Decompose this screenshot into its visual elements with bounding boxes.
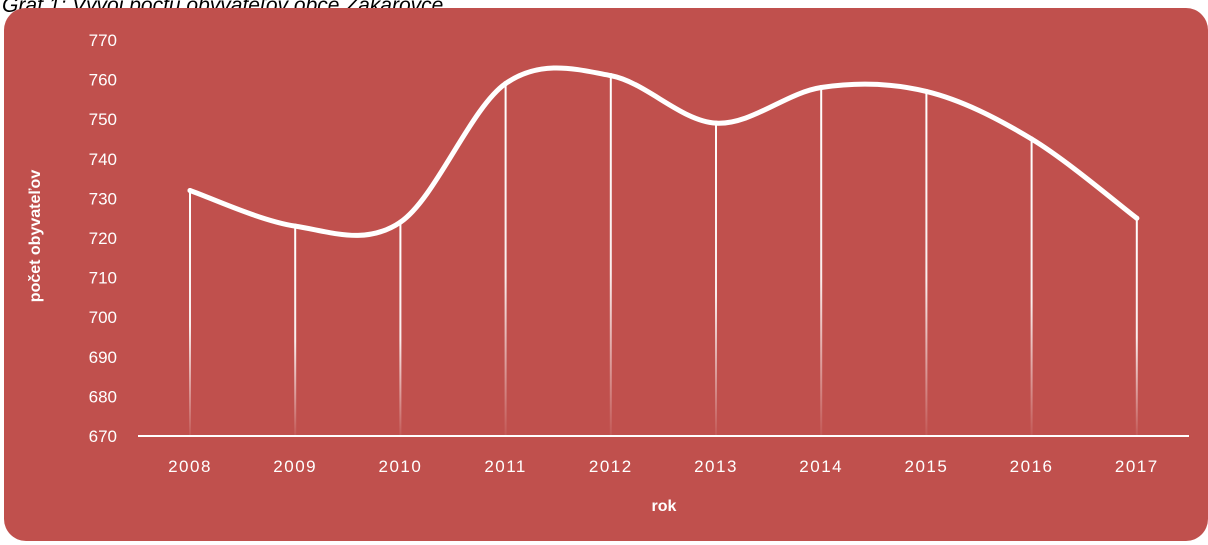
drop-line — [715, 123, 717, 436]
x-axis-ticks: 2008 2009 2010 2011 2012 2013 2014 2015 2016 2017 — [168, 457, 1159, 476]
drop-line — [1135, 218, 1138, 436]
y-tick-label: 770 — [89, 31, 117, 50]
data-point — [503, 81, 509, 87]
data-point — [397, 219, 403, 225]
drop-lines — [189, 75, 1138, 437]
data-point — [713, 120, 719, 126]
y-tick-label: 710 — [89, 269, 117, 288]
y-tick-label: 690 — [89, 348, 117, 367]
data-points — [187, 73, 1140, 229]
data-point — [1134, 215, 1140, 221]
drop-line — [189, 190, 191, 436]
x-tick-label: 2013 — [694, 457, 738, 476]
x-tick-label: 2015 — [904, 457, 948, 476]
x-tick-label: 2014 — [799, 457, 843, 476]
y-tick-label: 750 — [89, 110, 117, 129]
data-point — [608, 73, 614, 79]
drop-line — [294, 226, 297, 436]
drop-line — [820, 87, 823, 437]
drop-line — [399, 222, 402, 436]
data-point — [818, 85, 824, 91]
y-tick-label: 730 — [89, 189, 117, 208]
y-tick-label: 700 — [89, 308, 117, 327]
y-tick-label: 720 — [89, 229, 117, 248]
y-tick-label: 670 — [89, 427, 117, 446]
x-axis-title: rok — [652, 498, 677, 515]
x-tick-label: 2011 — [484, 457, 527, 476]
data-point — [923, 88, 929, 94]
x-tick-label: 2010 — [378, 457, 422, 476]
data-point — [292, 223, 298, 229]
x-tick-label: 2017 — [1115, 457, 1159, 476]
drop-line — [925, 91, 928, 436]
y-tick-label: 740 — [89, 150, 117, 169]
y-tick-label: 680 — [89, 387, 117, 406]
y-tick-label: 760 — [89, 71, 117, 90]
data-point — [187, 187, 193, 193]
drop-line — [1030, 139, 1033, 436]
drop-line — [504, 83, 507, 436]
x-tick-label: 2009 — [273, 457, 317, 476]
x-tick-label: 2016 — [1010, 457, 1054, 476]
x-tick-label: 2012 — [589, 457, 633, 476]
drop-line — [609, 75, 612, 436]
x-tick-label: 2008 — [168, 457, 212, 476]
y-axis-ticks: 670 680 690 700 710 720 730 740 750 760 770 — [89, 31, 117, 446]
data-point — [1029, 136, 1035, 142]
series-line — [187, 65, 1140, 238]
chart-panel — [4, 8, 1208, 541]
y-axis-title: počet obyvateľov — [27, 170, 44, 303]
